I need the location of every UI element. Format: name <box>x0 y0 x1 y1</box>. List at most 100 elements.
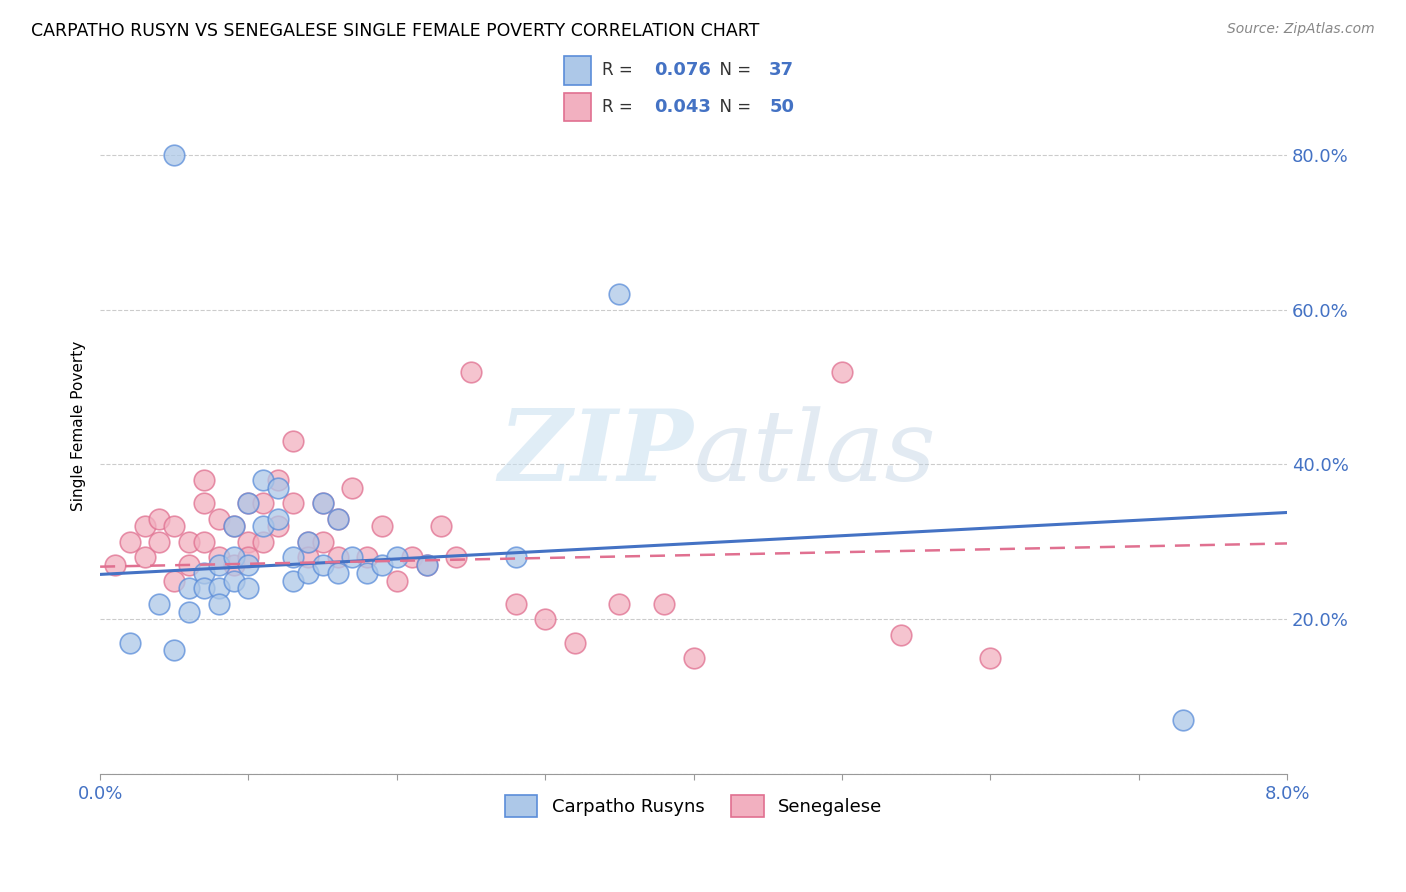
Text: 0.043: 0.043 <box>654 98 711 116</box>
Text: R =: R = <box>602 98 638 116</box>
Point <box>297 535 319 549</box>
Point <box>371 519 394 533</box>
Point <box>564 635 586 649</box>
Point <box>682 651 704 665</box>
Point <box>163 643 186 657</box>
Point <box>179 605 201 619</box>
Point <box>208 582 231 596</box>
Point <box>193 535 215 549</box>
Point <box>252 519 274 533</box>
Point <box>118 635 141 649</box>
Point <box>193 496 215 510</box>
Point <box>148 597 170 611</box>
Point <box>415 558 437 573</box>
Point <box>890 628 912 642</box>
Point <box>609 597 631 611</box>
Point <box>179 558 201 573</box>
Point <box>252 496 274 510</box>
Text: CARPATHO RUSYN VS SENEGALESE SINGLE FEMALE POVERTY CORRELATION CHART: CARPATHO RUSYN VS SENEGALESE SINGLE FEMA… <box>31 22 759 40</box>
Point <box>312 558 335 573</box>
Point <box>281 574 304 588</box>
Point <box>238 496 260 510</box>
Text: Source: ZipAtlas.com: Source: ZipAtlas.com <box>1227 22 1375 37</box>
Text: atlas: atlas <box>693 406 936 501</box>
Point <box>267 481 290 495</box>
Point <box>148 511 170 525</box>
Point <box>238 550 260 565</box>
Point <box>326 511 349 525</box>
Legend: Carpatho Rusyns, Senegalese: Carpatho Rusyns, Senegalese <box>498 788 890 824</box>
Point <box>208 597 231 611</box>
Point <box>534 612 557 626</box>
Point <box>193 566 215 580</box>
Point <box>281 550 304 565</box>
Point <box>342 481 364 495</box>
Point <box>208 550 231 565</box>
Point <box>222 519 245 533</box>
Text: 37: 37 <box>769 62 794 79</box>
Text: R =: R = <box>602 62 638 79</box>
Point <box>179 582 201 596</box>
Point <box>831 365 853 379</box>
Point <box>222 550 245 565</box>
Point <box>163 574 186 588</box>
Point <box>208 558 231 573</box>
Point <box>371 558 394 573</box>
Point <box>297 550 319 565</box>
Point <box>356 566 378 580</box>
Point <box>222 519 245 533</box>
Point <box>163 148 186 162</box>
Point <box>415 558 437 573</box>
Point <box>342 550 364 565</box>
Point <box>297 566 319 580</box>
Point <box>148 535 170 549</box>
Point <box>505 550 527 565</box>
Text: N =: N = <box>709 98 756 116</box>
Point <box>252 535 274 549</box>
Point <box>238 496 260 510</box>
Point <box>505 597 527 611</box>
Point <box>460 365 482 379</box>
Point <box>652 597 675 611</box>
Point <box>356 550 378 565</box>
Point <box>312 496 335 510</box>
Text: N =: N = <box>709 62 756 79</box>
Point <box>1173 713 1195 727</box>
Point <box>281 496 304 510</box>
Point <box>134 550 156 565</box>
Point <box>281 434 304 449</box>
FancyBboxPatch shape <box>564 94 591 121</box>
Point <box>267 473 290 487</box>
Point <box>430 519 453 533</box>
Point <box>179 535 201 549</box>
Point <box>326 550 349 565</box>
Point <box>297 535 319 549</box>
Point <box>238 558 260 573</box>
Y-axis label: Single Female Poverty: Single Female Poverty <box>72 341 86 511</box>
Point <box>104 558 127 573</box>
Point <box>208 511 231 525</box>
Point <box>193 473 215 487</box>
Point <box>979 651 1001 665</box>
Point <box>312 535 335 549</box>
FancyBboxPatch shape <box>564 56 591 85</box>
Point <box>401 550 423 565</box>
Text: 50: 50 <box>769 98 794 116</box>
Point <box>267 511 290 525</box>
Point <box>238 582 260 596</box>
Point <box>326 511 349 525</box>
Point <box>252 473 274 487</box>
Point <box>118 535 141 549</box>
Point <box>609 287 631 301</box>
Point <box>222 558 245 573</box>
Text: ZIP: ZIP <box>499 405 693 502</box>
Point <box>193 582 215 596</box>
Point <box>385 574 408 588</box>
Point <box>267 519 290 533</box>
Point <box>238 535 260 549</box>
Point <box>385 550 408 565</box>
Text: 0.076: 0.076 <box>654 62 711 79</box>
Point <box>444 550 467 565</box>
Point <box>163 519 186 533</box>
Point <box>312 496 335 510</box>
